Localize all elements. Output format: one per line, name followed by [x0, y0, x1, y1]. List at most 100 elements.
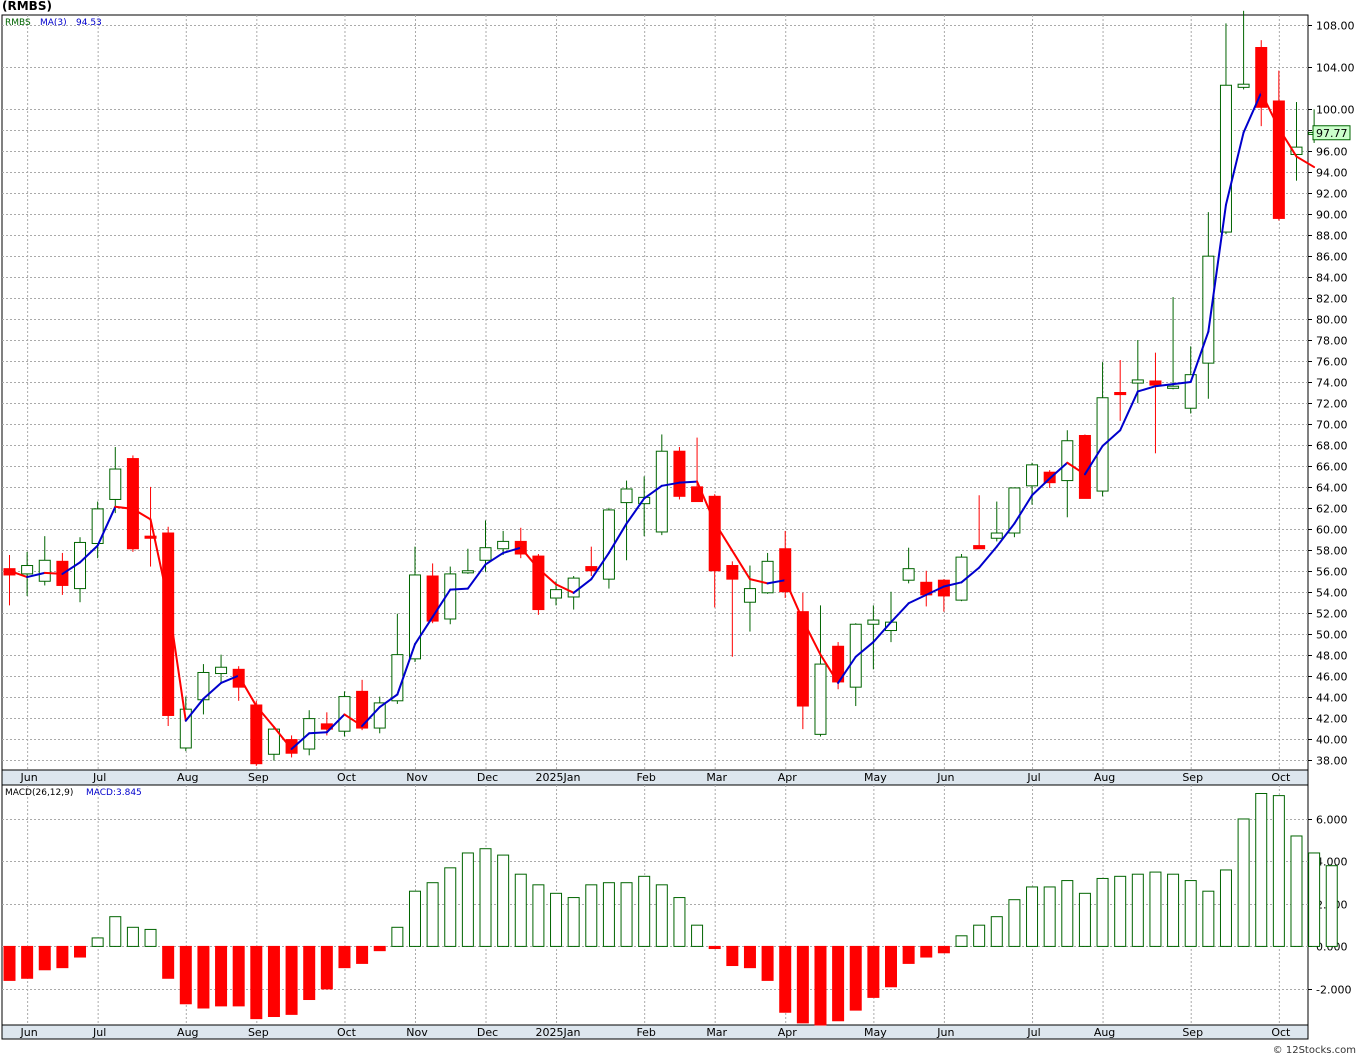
candle-body — [497, 540, 510, 550]
ma-segment — [149, 518, 170, 603]
ma-segment — [519, 546, 540, 570]
ma-segment — [978, 545, 998, 569]
macd-bar — [1114, 875, 1127, 947]
macd-bar — [761, 945, 774, 981]
candle-body — [1008, 487, 1021, 534]
macd-bar — [1149, 871, 1162, 947]
ma-segment — [590, 551, 610, 581]
price-tick-label: 92.00 — [1316, 188, 1348, 201]
ma-segment — [96, 505, 117, 547]
price-tick-label: 96.00 — [1316, 146, 1348, 159]
ma-segment — [396, 643, 416, 696]
candle-body — [215, 666, 228, 675]
macd-bar — [1078, 892, 1091, 947]
macd-bar — [144, 928, 157, 947]
macd-bar — [937, 945, 950, 954]
macd-month-label: Feb — [636, 1026, 655, 1039]
candle-body — [743, 588, 756, 603]
macd-bar — [814, 945, 827, 1026]
ma-segment — [466, 563, 487, 590]
ma-segment — [1013, 494, 1034, 525]
ma-segment — [995, 522, 1016, 548]
candle-body — [426, 575, 439, 622]
macd-bar — [867, 945, 880, 998]
price-tick-label: 74.00 — [1316, 377, 1348, 390]
macd-month-label: May — [864, 1026, 887, 1039]
ma-segment — [449, 587, 469, 591]
price-month-label: Sep — [248, 771, 269, 784]
ma-segment — [237, 674, 258, 708]
macd-bar — [602, 882, 615, 947]
ma-segment — [660, 481, 681, 487]
macd-bar — [1167, 873, 1180, 947]
macd-bar — [1255, 792, 1268, 947]
price-tick-label: 48.00 — [1316, 650, 1348, 663]
macd-bar — [197, 945, 210, 1009]
macd-bar — [497, 854, 510, 947]
price-legend-symbol: RMBS — [5, 18, 31, 28]
ma-segment — [1295, 155, 1316, 169]
ma-segment — [8, 569, 29, 579]
ma-segment — [1224, 131, 1245, 206]
price-tick-label: 58.00 — [1316, 545, 1348, 558]
macd-month-label: Jul — [92, 1026, 106, 1039]
ma-segment — [748, 578, 769, 585]
ma-segment — [61, 561, 82, 575]
macd-bar — [1131, 873, 1144, 947]
macd-bar — [444, 867, 457, 947]
ma-segment — [1154, 383, 1175, 388]
macd-month-label: Nov — [406, 1026, 428, 1039]
macd-bar — [1237, 818, 1250, 947]
ma-segment — [484, 551, 505, 566]
price-month-label: 2025Jan — [536, 771, 581, 784]
candle-body — [144, 535, 157, 539]
candle-body — [408, 574, 421, 660]
price-tick-label: 82.00 — [1316, 293, 1348, 306]
price-tick-label: 40.00 — [1316, 734, 1348, 747]
macd-tick-label: 6.000 — [1316, 814, 1348, 827]
macd-bar — [91, 937, 104, 947]
candle-body — [109, 468, 122, 500]
ma-segment — [325, 713, 346, 734]
ma-segment — [184, 697, 205, 722]
macd-bar — [285, 945, 298, 1015]
macd-bar — [532, 884, 545, 947]
ma-segment — [1189, 330, 1210, 384]
ma-segment — [537, 567, 558, 586]
price-month-label: Dec — [477, 771, 498, 784]
candle-body — [285, 739, 298, 754]
macd-bar — [973, 924, 986, 947]
macd-bar — [779, 945, 792, 1013]
macd-month-label: 2025Jan — [536, 1026, 581, 1039]
candle-body — [461, 570, 474, 574]
macd-bar — [303, 945, 316, 1001]
candle-body — [1096, 397, 1109, 492]
ma-segment — [607, 522, 628, 554]
macd-bar — [585, 884, 598, 947]
macd-bar — [1061, 880, 1074, 947]
price-panel-frame — [1, 14, 1309, 771]
candle-body — [1290, 146, 1303, 155]
ma-segment — [255, 705, 275, 729]
macd-bar — [990, 916, 1003, 947]
macd-bar — [1202, 890, 1215, 947]
macd-bar — [514, 873, 527, 947]
macd-bar — [920, 945, 933, 958]
ma-segment — [1048, 461, 1069, 480]
candle-body — [21, 565, 34, 575]
candle-body — [779, 548, 792, 593]
macd-month-label: Dec — [477, 1026, 498, 1039]
price-tick-label: 50.00 — [1316, 629, 1348, 642]
macd-legend-value: MACD:3.845 — [86, 788, 142, 798]
candle-body — [796, 611, 809, 707]
macd-month-label: Aug — [1094, 1026, 1115, 1039]
candle-body — [867, 619, 880, 625]
candle-body — [250, 704, 263, 765]
macd-bar — [391, 926, 404, 947]
macd-bar — [479, 848, 492, 947]
price-legend-ma-label: MA(3) — [40, 18, 67, 28]
month-axis-labels: Jun Jun Jul Jul Aug Aug Sep Sep Oct Oct Nov Nov Dec D… — [20, 771, 1292, 1039]
macd-bar — [902, 945, 915, 964]
macd-month-label: Oct — [337, 1026, 357, 1039]
price-month-label: Jun — [936, 771, 954, 784]
